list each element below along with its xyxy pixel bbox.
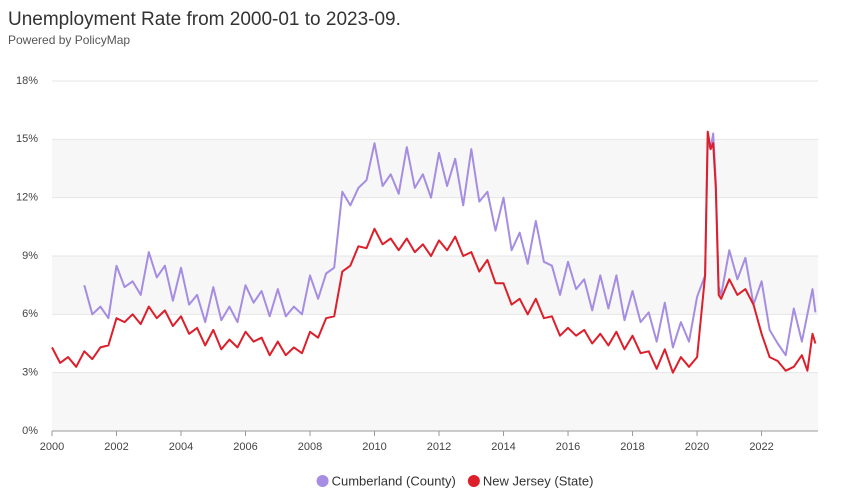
x-tick-label: 2010 <box>362 441 386 453</box>
series-line <box>83 132 817 357</box>
grid-band <box>52 256 818 315</box>
grid-band <box>52 139 818 198</box>
x-tick-label: 2004 <box>169 441 193 453</box>
y-tick-label: 9% <box>22 250 38 262</box>
x-tick-label: 2000 <box>40 441 64 453</box>
x-tick-label: 2014 <box>491 441 515 453</box>
series-line <box>51 130 817 374</box>
legend-label: Cumberland (County) <box>332 473 456 488</box>
x-tick-label: 2022 <box>749 441 773 453</box>
x-tick-label: 2006 <box>233 441 257 453</box>
legend-swatch <box>467 475 480 487</box>
y-tick-label: 12% <box>16 192 38 204</box>
chart-title: Unemployment Rate from 2000-01 to 2023-0… <box>8 9 401 30</box>
x-tick-label: 2020 <box>685 441 709 453</box>
grid-band <box>52 372 818 431</box>
x-tick-label: 2012 <box>427 441 451 453</box>
plot-bands <box>52 139 818 431</box>
legend-swatch <box>316 475 329 487</box>
y-tick-label: 15% <box>16 133 38 145</box>
legend-item[interactable]: New Jersey (State) <box>467 473 594 488</box>
x-tick-label: 2016 <box>556 441 580 453</box>
y-tick-label: 0% <box>22 425 38 437</box>
legend-item[interactable]: Cumberland (County) <box>316 473 456 488</box>
x-tick-label: 2018 <box>620 441 644 453</box>
x-tick-label: 2002 <box>104 441 128 453</box>
y-tick-label: 3% <box>22 367 38 379</box>
legend: Cumberland (County) New Jersey (State) <box>316 473 594 488</box>
legend-label: New Jersey (State) <box>483 473 594 488</box>
x-tick-label: 2008 <box>298 441 322 453</box>
y-tick-label: 18% <box>16 75 38 87</box>
chart-subtitle: Powered by PolicyMap <box>8 33 130 47</box>
y-tick-label: 6% <box>22 308 38 320</box>
